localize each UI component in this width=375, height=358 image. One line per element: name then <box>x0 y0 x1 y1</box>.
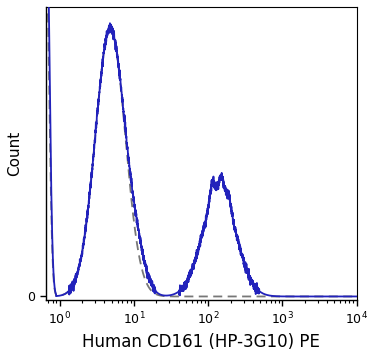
Y-axis label: Count: Count <box>7 131 22 176</box>
X-axis label: Human CD161 (HP-3G10) PE: Human CD161 (HP-3G10) PE <box>82 333 320 351</box>
